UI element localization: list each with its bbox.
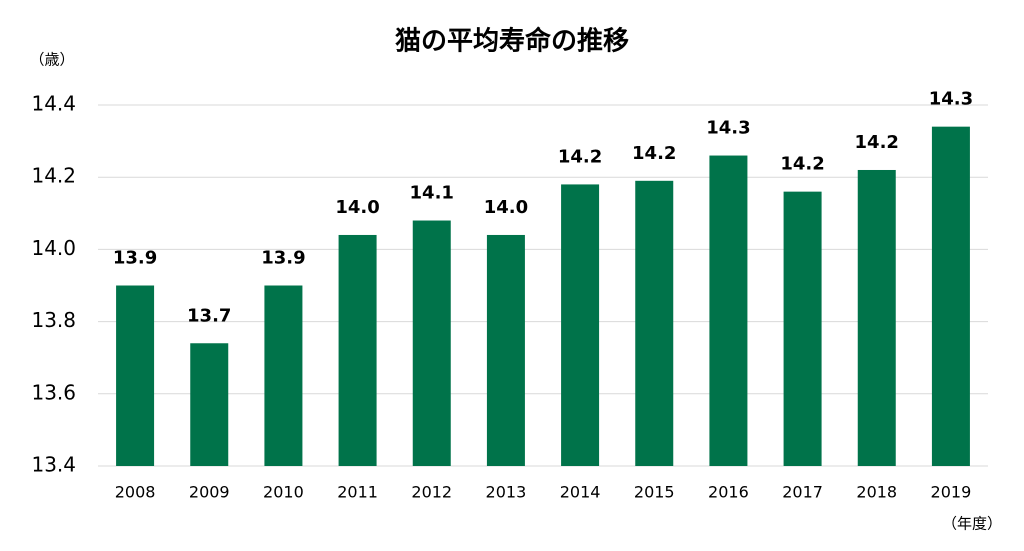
bar [412,220,451,466]
bar [486,234,525,466]
value-label: 13.9 [113,248,157,269]
value-label: 14.2 [855,132,899,153]
bar [783,191,822,466]
y-tick-label: 14.0 [31,236,76,260]
bar [561,184,600,467]
value-label: 14.1 [410,183,454,204]
x-tick-label: 2011 [337,483,378,502]
x-tick-label: 2018 [856,483,897,502]
x-tick-label: 2013 [486,483,527,502]
chart-title: 猫の平均寿命の推移 [395,26,629,57]
bar [338,234,377,466]
value-label: 13.7 [187,305,231,326]
y-tick-label: 14.2 [31,164,76,188]
x-tick-label: 2014 [560,483,601,502]
value-label: 14.2 [558,146,602,167]
bar [190,343,229,466]
value-label: 13.9 [261,248,305,269]
value-label: 14.3 [929,89,973,110]
x-tick-label: 2017 [782,483,823,502]
y-tick-label: 13.6 [31,380,76,404]
x-axis-label: （年度） [942,515,1002,533]
value-label: 14.0 [335,197,379,218]
bar [709,155,748,467]
bar [857,169,896,467]
bar [931,126,970,466]
y-tick-label: 13.4 [31,453,76,477]
x-tick-label: 2016 [708,483,749,502]
y-tick-label: 13.8 [31,308,76,332]
y-tick-label: 14.4 [31,92,76,116]
x-tick-label: 2012 [411,483,452,502]
value-label: 14.3 [706,118,750,139]
bar [116,285,155,466]
x-tick-label: 2009 [189,483,230,502]
y-axis-label: （歳） [29,51,74,69]
value-label: 14.0 [484,197,528,218]
x-tick-label: 2008 [115,483,156,502]
bar [264,285,303,466]
bar [635,180,674,466]
x-tick-label: 2010 [263,483,304,502]
value-label: 14.2 [632,143,676,164]
x-tick-label: 2015 [634,483,675,502]
x-tick-label: 2019 [931,483,972,502]
value-label: 14.2 [780,154,824,175]
